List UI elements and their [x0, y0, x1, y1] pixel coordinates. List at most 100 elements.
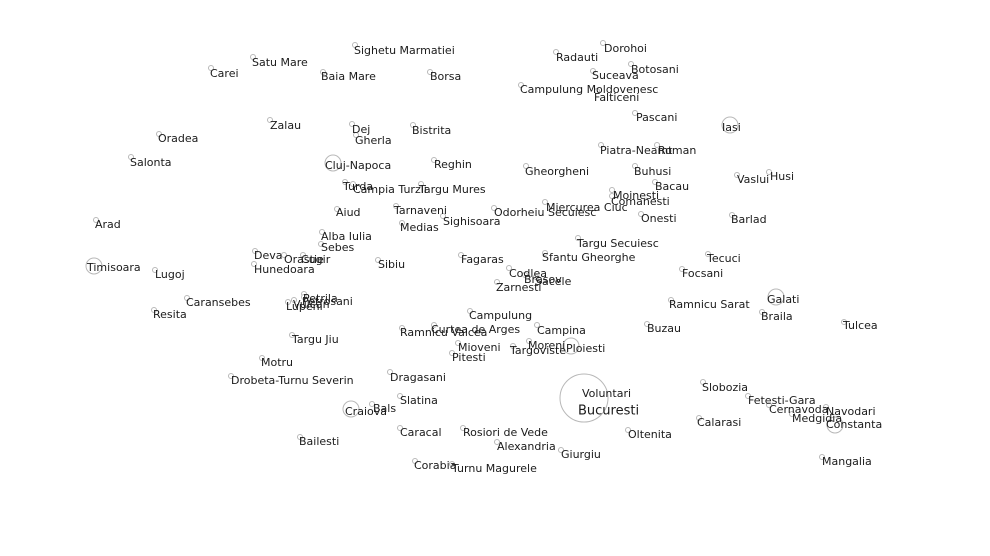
city-marker-borsa — [427, 69, 433, 75]
city-marker-drobeta-turnu-severin — [228, 373, 234, 379]
city-marker-odorheiu-secuiesc — [491, 205, 497, 211]
city-marker-lupeni — [285, 299, 291, 305]
city-marker-ramnicu-valcea — [399, 325, 405, 331]
city-label-galati: Galati — [767, 293, 799, 306]
city-label-sfantu-gheorghe: Sfantu Gheorghe — [542, 251, 636, 264]
city-marker-calarasi — [696, 415, 702, 421]
city-marker-comanesti — [609, 193, 615, 199]
city-marker-botosani — [628, 61, 634, 67]
city-label-lupeni: Lupeni — [286, 300, 323, 313]
city-label-gheorgheni: Gheorgheni — [525, 165, 589, 178]
city-marker-campulung-moldovenesc — [518, 82, 524, 88]
city-label-slatina: Slatina — [400, 394, 438, 407]
city-label-odorheiu-secuiesc: Odorheiu Secuiesc — [494, 206, 596, 219]
city-marker-husi — [766, 169, 772, 175]
city-marker-bucuresti — [559, 373, 609, 423]
city-marker-gheorgheni — [523, 163, 529, 169]
city-marker-tarnaveni — [393, 203, 399, 209]
city-label-petrosani: Petrosani — [302, 295, 353, 308]
city-label-navodari: Navodari — [826, 405, 876, 418]
city-marker-dragasani — [387, 369, 393, 375]
city-label-onesti: Onesti — [641, 212, 677, 225]
city-marker-bistrita — [410, 122, 416, 128]
city-marker-oradea — [156, 131, 162, 137]
city-marker-sighetu-marmatiei — [352, 42, 358, 48]
city-label-craiova: Craiova — [345, 405, 387, 418]
city-marker-resita — [151, 307, 157, 313]
city-marker-petrosani — [301, 294, 307, 300]
city-label-lugoj: Lugoj — [155, 268, 185, 281]
city-marker-timisoara — [85, 257, 103, 275]
city-marker-iasi — [721, 116, 739, 134]
city-label-zalau: Zalau — [270, 119, 301, 132]
city-marker-vaslui — [734, 172, 740, 178]
city-label-moreni: Moreni — [528, 339, 565, 352]
city-label-baia-mare: Baia Mare — [321, 70, 376, 83]
city-marker-lugoj — [152, 267, 158, 273]
city-label-mangalia: Mangalia — [822, 455, 872, 468]
city-label-sebes: Sebes — [321, 241, 355, 254]
city-label-satu-mare: Satu Mare — [252, 56, 308, 69]
city-marker-piatra-neamt — [598, 142, 604, 148]
city-marker-mioveni — [455, 340, 461, 346]
city-label-pitesti: Pitesti — [452, 351, 486, 364]
city-label-moinesti: Moinesti — [613, 189, 659, 202]
city-marker-roman — [654, 142, 660, 148]
city-marker-vulcan — [291, 297, 297, 303]
city-marker-cugir — [300, 252, 306, 258]
city-label-vulcan: Vulcan — [293, 298, 330, 311]
city-labels: Sighetu Marmatiei Dorohoi Radauti Satu Mare… — [86, 42, 882, 475]
city-label-cernavoda: Cernavoda — [769, 403, 828, 416]
city-marker-arad — [93, 217, 99, 223]
city-label-campulung-moldovenesc: Campulung Moldovenesc — [520, 83, 658, 96]
city-marker-falticeni — [594, 88, 600, 94]
city-label-targoviste: Targoviste — [509, 344, 566, 357]
city-marker-focsani — [679, 266, 685, 272]
city-label-dorohoi: Dorohoi — [604, 42, 647, 55]
city-marker-oltenita — [625, 427, 631, 433]
city-label-ploiesti: Ploiesti — [566, 342, 605, 355]
city-label-bailesti: Bailesti — [299, 435, 339, 448]
city-marker-sfantu-gheorghe — [542, 250, 548, 256]
city-label-reghin: Reghin — [434, 158, 472, 171]
city-label-oradea: Oradea — [158, 132, 198, 145]
city-label-petrila: Petrila — [303, 292, 338, 305]
city-label-sibiu: Sibiu — [378, 258, 405, 271]
city-marker-moreni — [526, 338, 532, 344]
city-label-iasi: Iasi — [722, 121, 741, 134]
city-label-fagaras: Fagaras — [461, 253, 504, 266]
city-label-drobeta-turnu-severin: Drobeta-Turnu Severin — [231, 374, 354, 387]
city-label-alba-iulia: Alba Iulia — [321, 230, 372, 243]
city-marker-hunedoara — [251, 261, 257, 267]
city-label-comanesti: Comanesti — [611, 195, 670, 208]
city-marker-buhusi — [632, 163, 638, 169]
city-marker-targu-jiu — [289, 332, 295, 338]
city-label-gherla: Gherla — [355, 134, 392, 147]
city-marker-suceava — [590, 68, 596, 74]
city-label-brasov: Brasov — [524, 273, 562, 286]
city-label-arad: Arad — [95, 218, 121, 231]
city-marker-moinesti — [609, 187, 615, 193]
city-label-borsa: Borsa — [430, 70, 461, 83]
city-label-giurgiu: Giurgiu — [561, 448, 601, 461]
city-marker-curtea-de-arges — [431, 322, 437, 328]
city-marker-bacau — [652, 179, 658, 185]
city-label-bals: Bals — [373, 402, 396, 415]
city-label-hunedoara: Hunedoara — [254, 263, 315, 276]
city-label-targu-mures: Targu Mures — [418, 183, 486, 196]
city-label-buhusi: Buhusi — [634, 165, 671, 178]
city-marker-sighisoara — [440, 213, 446, 219]
city-marker-bailesti — [297, 434, 303, 440]
city-label-piatra-neamt: Piatra-Neamt — [600, 144, 673, 157]
city-marker-orastie — [281, 252, 287, 258]
city-label-motru: Motru — [261, 356, 293, 369]
city-label-codlea: Codlea — [509, 267, 547, 280]
city-marker-targoviste — [510, 343, 516, 349]
city-label-tarnaveni: Tarnaveni — [393, 204, 447, 217]
city-marker-bals — [369, 401, 375, 407]
city-label-campia-turzii: Campia Turzii — [353, 183, 427, 196]
city-label-radauti: Radauti — [556, 51, 598, 64]
city-marker-deva — [252, 248, 258, 254]
city-label-rosiori-de-vede: Rosiori de Vede — [463, 426, 548, 439]
